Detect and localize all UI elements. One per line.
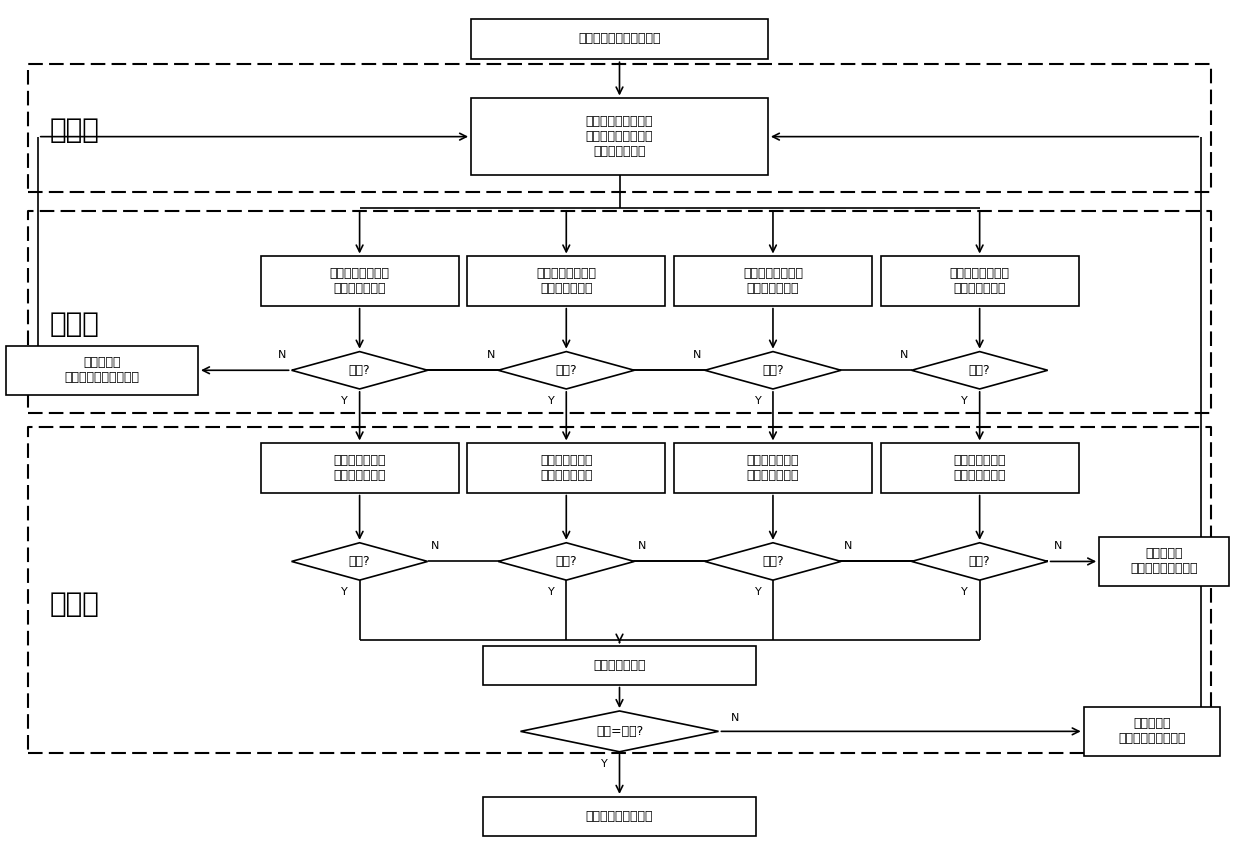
- Text: 更新原问题下界: 更新原问题下界: [593, 659, 646, 671]
- Text: Y: Y: [755, 396, 762, 406]
- Text: 经济最优子问题
（秋季典型日）: 经济最优子问题 （秋季典型日）: [747, 454, 799, 482]
- Text: 安全性校验子问题
（秋季典型日）: 安全性校验子问题 （秋季典型日）: [743, 267, 803, 295]
- FancyBboxPatch shape: [260, 443, 458, 493]
- Text: 安全性校验子问题
（春季典型日）: 安全性校验子问题 （春季典型日）: [330, 267, 389, 295]
- Text: 第一层: 第一层: [50, 116, 100, 144]
- FancyBboxPatch shape: [483, 646, 756, 685]
- FancyBboxPatch shape: [674, 443, 872, 493]
- FancyBboxPatch shape: [483, 797, 756, 836]
- Text: Y: Y: [548, 396, 555, 406]
- Text: 求解初始投资主问题
（迭代更新割约束）
更新原问题下界: 求解初始投资主问题 （迭代更新割约束） 更新原问题下界: [586, 115, 653, 158]
- Text: 可行?: 可行?: [969, 555, 990, 568]
- Text: 可行?: 可行?: [762, 555, 784, 568]
- Text: N: N: [731, 713, 740, 722]
- Text: 上界=下界?: 上界=下界?: [596, 725, 643, 738]
- FancyBboxPatch shape: [881, 256, 1079, 306]
- Text: N: N: [1053, 541, 1062, 551]
- Text: Y: Y: [961, 396, 968, 406]
- Text: 安全性校验子问题
（冬季典型日）: 安全性校验子问题 （冬季典型日）: [949, 267, 1010, 295]
- Text: N: N: [844, 541, 852, 551]
- Text: Y: Y: [601, 758, 608, 768]
- Text: N: N: [278, 350, 286, 360]
- Text: 增加最优割
（经济最优子问题）: 增加最优割 （经济最优子问题）: [1118, 717, 1186, 745]
- FancyBboxPatch shape: [471, 19, 768, 60]
- Text: N: N: [487, 350, 494, 360]
- Text: N: N: [638, 541, 646, 551]
- Text: 第三层: 第三层: [50, 590, 100, 618]
- Text: N: N: [900, 350, 908, 360]
- Text: 增加可行割
（经济最优子问题）: 增加可行割 （经济最优子问题）: [1130, 547, 1198, 575]
- Text: 可行?: 可行?: [555, 363, 577, 377]
- Polygon shape: [520, 711, 719, 751]
- FancyBboxPatch shape: [467, 443, 665, 493]
- Text: 可行?: 可行?: [349, 363, 370, 377]
- Text: Y: Y: [961, 587, 968, 597]
- Text: 可行?: 可行?: [555, 555, 577, 568]
- Text: Y: Y: [342, 587, 348, 597]
- FancyBboxPatch shape: [6, 346, 198, 395]
- FancyBboxPatch shape: [1099, 537, 1229, 586]
- Text: 可行?: 可行?: [969, 363, 990, 377]
- Text: 可行?: 可行?: [762, 363, 784, 377]
- Polygon shape: [498, 351, 634, 389]
- Text: Y: Y: [342, 396, 348, 406]
- Text: 经济最优子问题
（冬季典型日）: 经济最优子问题 （冬季典型日）: [953, 454, 1006, 482]
- Polygon shape: [912, 351, 1048, 389]
- Polygon shape: [498, 543, 634, 580]
- Text: 经济最优子问题
（夏季典型日）: 经济最优子问题 （夏季典型日）: [540, 454, 592, 482]
- Text: 可行?: 可行?: [349, 555, 370, 568]
- Text: Y: Y: [755, 587, 762, 597]
- Text: 初始化原问题上界和下界: 初始化原问题上界和下界: [579, 32, 660, 45]
- Text: N: N: [694, 350, 701, 360]
- Polygon shape: [912, 543, 1048, 580]
- FancyBboxPatch shape: [467, 256, 665, 306]
- Text: 安全性校验子问题
（夏季典型日）: 安全性校验子问题 （夏季典型日）: [536, 267, 596, 295]
- FancyBboxPatch shape: [674, 256, 872, 306]
- FancyBboxPatch shape: [471, 99, 768, 174]
- FancyBboxPatch shape: [881, 443, 1079, 493]
- Polygon shape: [291, 351, 427, 389]
- Text: Y: Y: [548, 587, 555, 597]
- Text: N: N: [431, 541, 440, 551]
- Text: 增加可行割
（安全性校验子问题）: 增加可行割 （安全性校验子问题）: [64, 357, 140, 385]
- Polygon shape: [705, 351, 841, 389]
- Polygon shape: [291, 543, 427, 580]
- Text: 得到储能的配置方案: 得到储能的配置方案: [586, 810, 653, 823]
- FancyBboxPatch shape: [260, 256, 458, 306]
- Text: 经济最优子问题
（春季典型日）: 经济最优子问题 （春季典型日）: [333, 454, 385, 482]
- FancyBboxPatch shape: [1084, 706, 1219, 756]
- Text: 第二层: 第二层: [50, 310, 100, 338]
- Polygon shape: [705, 543, 841, 580]
